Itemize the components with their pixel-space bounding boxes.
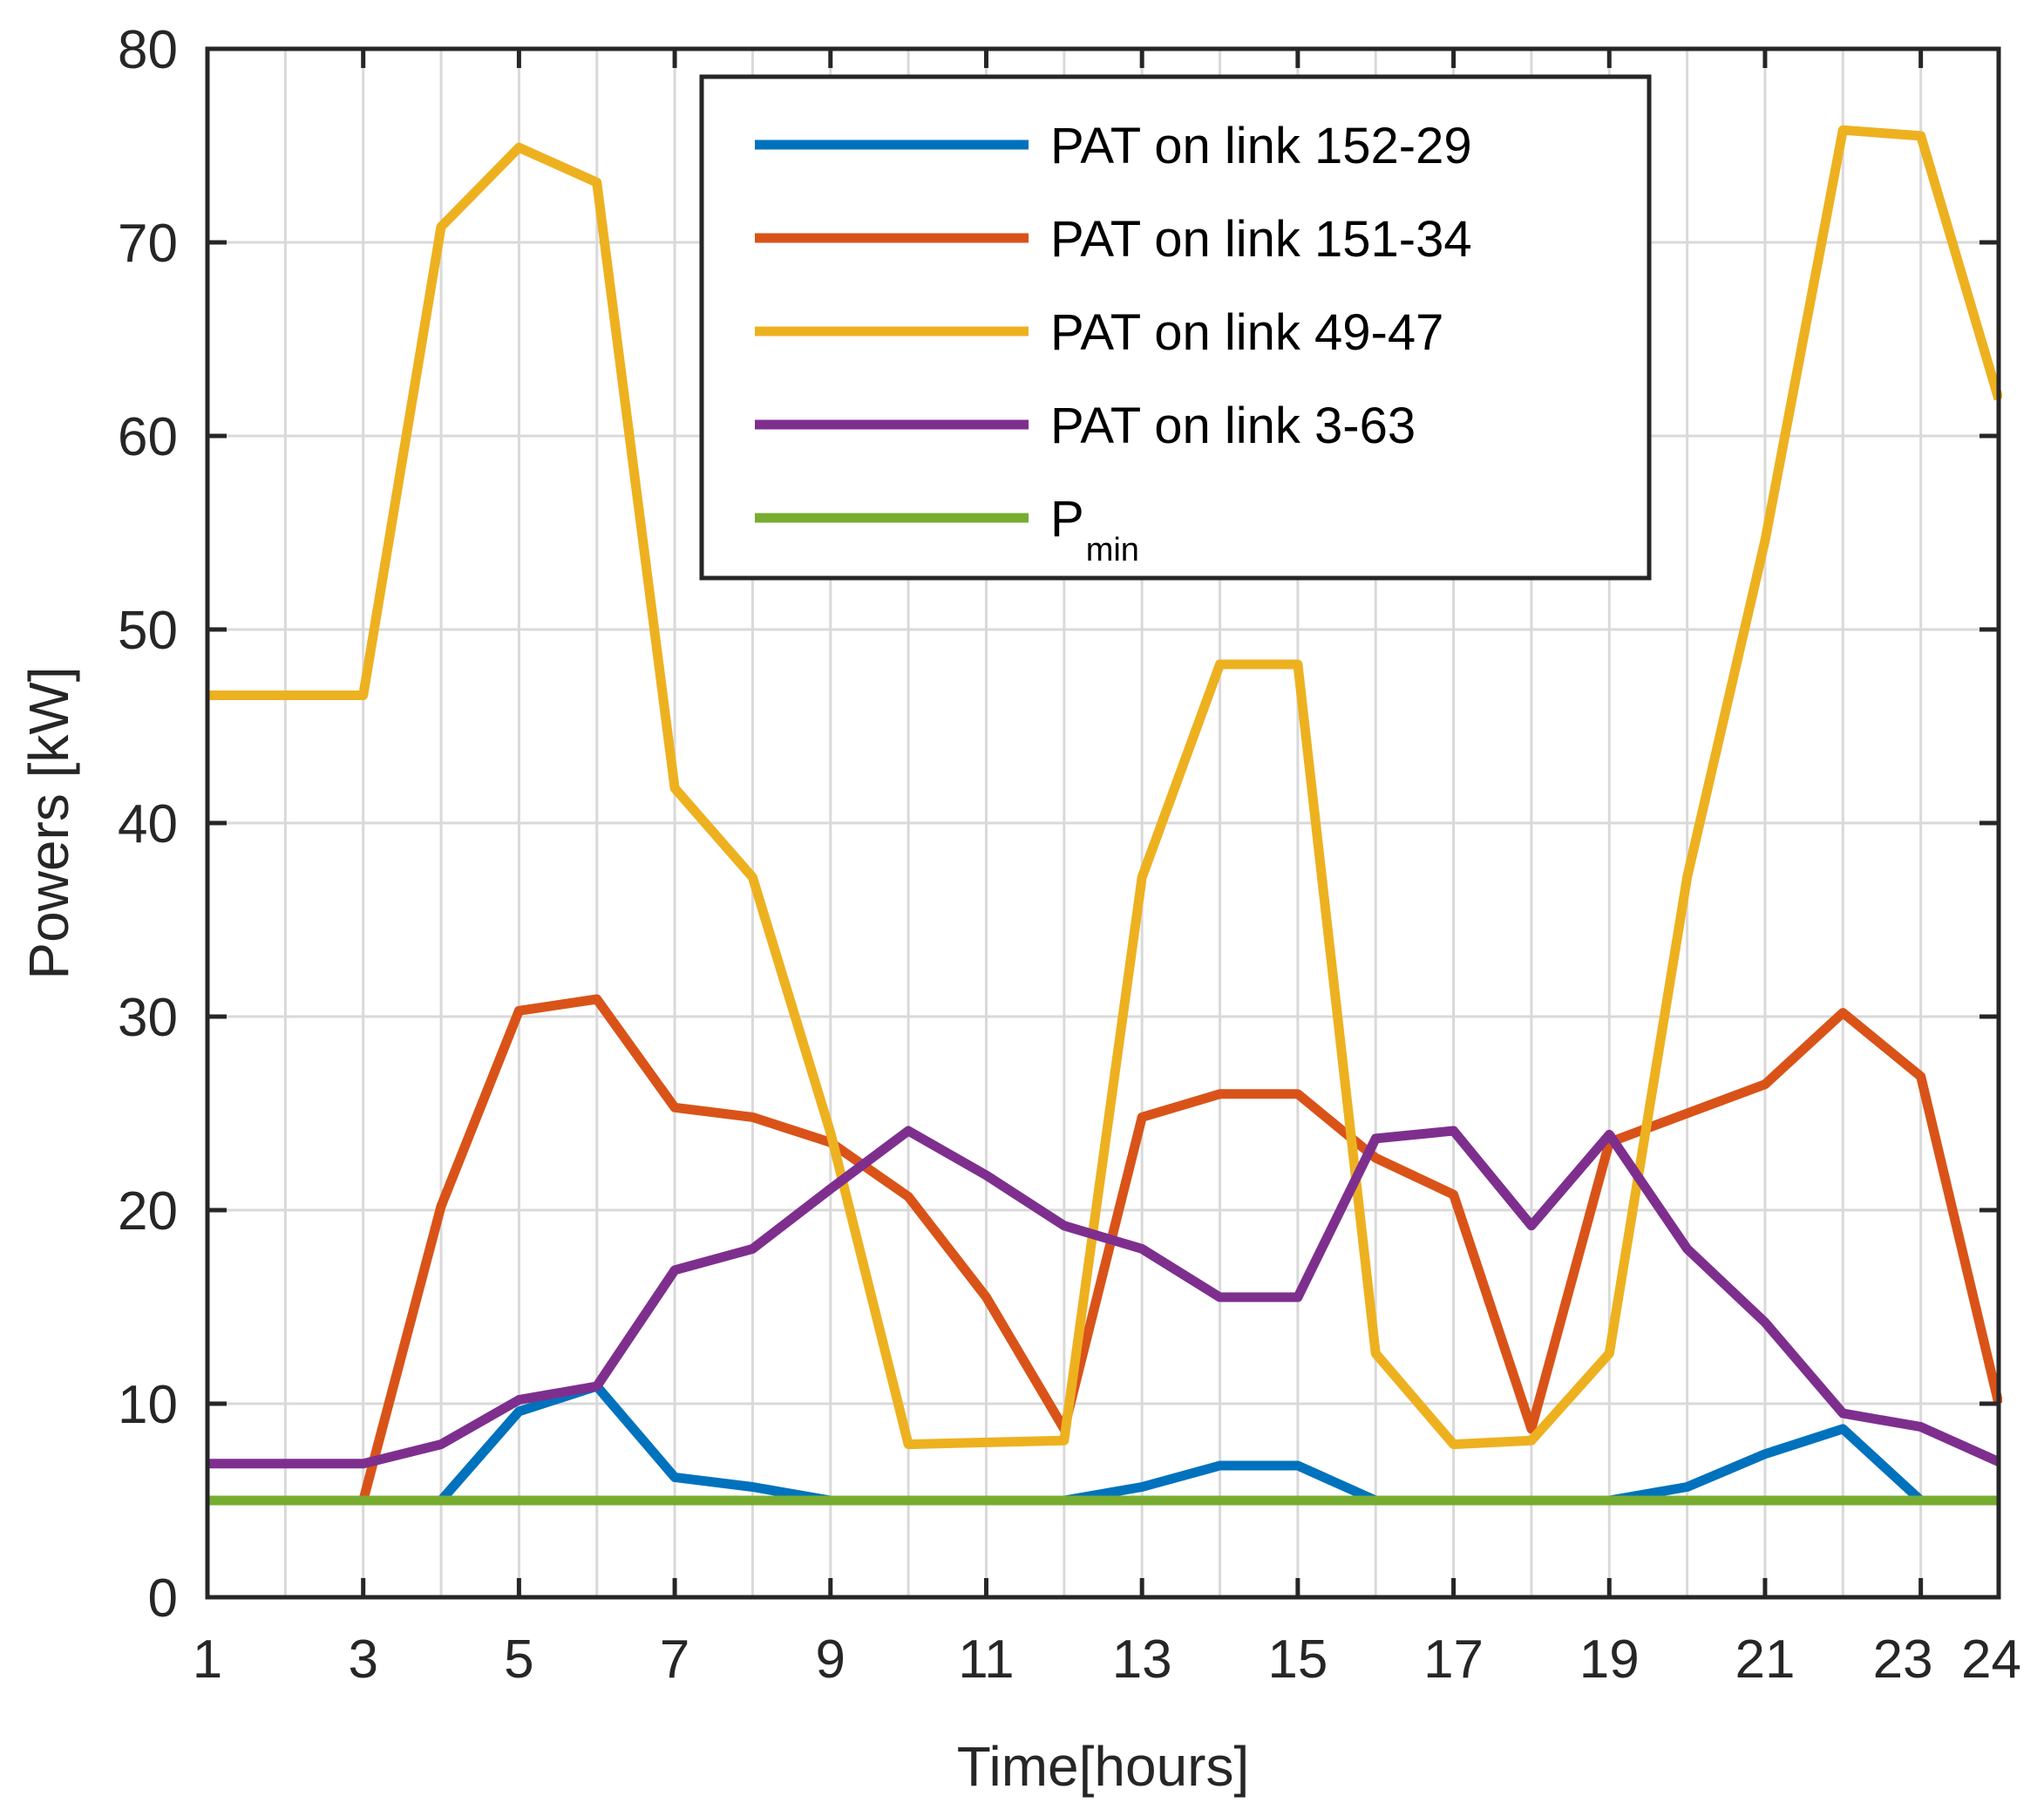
y-tick-label: 0 <box>148 1568 178 1629</box>
series-line-3 <box>207 125 2002 1450</box>
x-tick-label: 24 <box>1961 1630 2021 1690</box>
x-tick-label: 9 <box>816 1630 845 1690</box>
y-tick-label: 80 <box>118 20 178 80</box>
axis-ticks <box>205 46 2001 1600</box>
series-line-4 <box>207 1126 2001 1469</box>
x-tick-label: 17 <box>1423 1630 1484 1690</box>
legend-label: PAT on link 3-63 <box>1050 398 1416 454</box>
x-tick-label: 7 <box>660 1630 689 1690</box>
x-tick-label: 23 <box>1873 1630 1933 1690</box>
y-tick-label: 30 <box>118 988 178 1048</box>
series-line-1 <box>207 1381 1999 1506</box>
x-axis-title: Time[hours] <box>957 1735 1250 1798</box>
y-tick-label: 20 <box>118 1181 178 1242</box>
x-tick-label: 1 <box>193 1630 222 1690</box>
legend-label-subscript: min <box>1086 532 1139 568</box>
legend-label: PAT on link 49-47 <box>1050 304 1443 361</box>
x-tick-label: 13 <box>1112 1630 1172 1690</box>
x-tick-label: 3 <box>348 1630 377 1690</box>
y-tick-label: 70 <box>118 214 178 274</box>
y-tick-label: 40 <box>118 794 178 854</box>
legend-label: PAT on link 151-34 <box>1050 211 1472 268</box>
series-group <box>207 125 2002 1506</box>
x-tick-label: 15 <box>1267 1630 1328 1690</box>
x-tick-label: 11 <box>958 1630 1014 1690</box>
y-tick-label: 50 <box>118 601 178 661</box>
y-axis-title: Powers [kW] <box>17 666 80 979</box>
series-line-2 <box>207 994 2002 1506</box>
y-tick-label: 10 <box>118 1375 178 1435</box>
y-tick-label: 60 <box>118 407 178 467</box>
x-tick-label: 21 <box>1735 1630 1795 1690</box>
x-tick-label: 5 <box>504 1630 533 1690</box>
legend-label: PAT on link 152-29 <box>1050 118 1472 174</box>
x-tick-label: 19 <box>1579 1630 1640 1690</box>
legend: PAT on link 152-29 PAT on link 151-34 PAT … <box>699 74 1652 581</box>
